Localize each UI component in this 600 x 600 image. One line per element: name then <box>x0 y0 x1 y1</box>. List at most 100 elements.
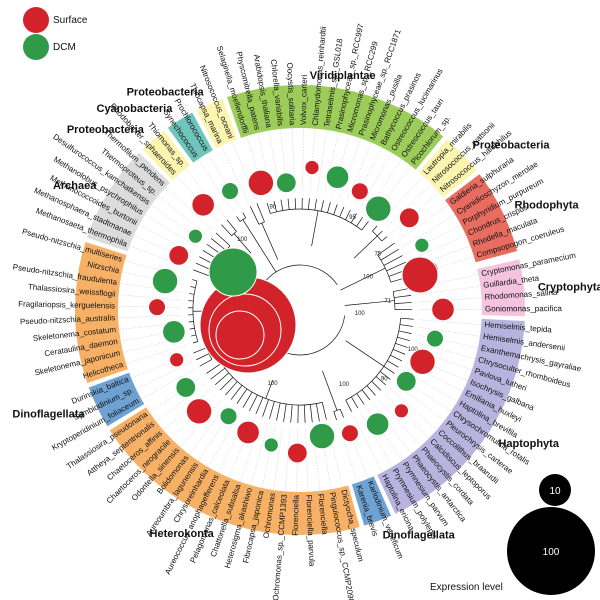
tree-branch <box>345 209 351 220</box>
tree-branch <box>283 403 287 422</box>
expression-bubble <box>148 298 166 316</box>
sector-band <box>75 242 128 384</box>
tree-branch <box>322 370 338 411</box>
tip-guide-line <box>405 224 461 254</box>
tree-branch <box>339 206 345 218</box>
clade-label: Dinoflagellata <box>383 529 456 541</box>
sector-band <box>418 139 477 198</box>
expression-bubble <box>431 297 455 322</box>
tree-branch <box>290 404 293 423</box>
tip-label: Florenciella <box>291 494 301 536</box>
color-legend: Surface DCM <box>23 7 88 60</box>
clade-label: Heterokonta <box>150 528 215 540</box>
sector-band <box>477 259 525 317</box>
sector-band <box>377 318 525 514</box>
tip-guide-line <box>390 388 438 431</box>
tree-branch <box>221 224 232 236</box>
legend-label-dcm: DCM <box>53 42 76 53</box>
tip-label: Pseudo-nitzschia_australis <box>20 313 115 326</box>
tree-branch <box>215 372 230 386</box>
expression-bubble <box>304 160 320 175</box>
tree-branch <box>345 399 352 412</box>
sector-band <box>109 407 360 535</box>
bootstrap-label: 100 <box>355 311 366 317</box>
tree-branch-arc <box>333 408 341 412</box>
tree-branch-arc <box>192 280 199 342</box>
tip-label: Goniomonas_pacifica <box>485 304 563 313</box>
expression-bubble <box>394 403 409 419</box>
tree-branch <box>366 385 376 396</box>
clade-label: Haptophyta <box>498 438 559 450</box>
tip-guide-line <box>118 315 181 319</box>
clade-label: Archaea <box>53 180 97 192</box>
expression-bubble <box>186 398 213 425</box>
bootstrap-label: 100 <box>237 237 248 243</box>
tree-branch <box>393 287 410 292</box>
tree-branch <box>193 269 212 277</box>
clade-label: Cryptophyta <box>538 281 600 293</box>
tree-branch <box>376 230 383 237</box>
legend-swatch-surface <box>23 7 49 33</box>
tree-branch <box>380 248 399 261</box>
bootstrap-label: 100 <box>339 382 350 388</box>
tree-branch <box>308 198 310 210</box>
tip-guide-line <box>221 145 249 202</box>
sector-band <box>167 112 213 163</box>
sector-band <box>445 174 518 263</box>
tree-branch <box>206 363 222 374</box>
tip-guide-line <box>309 128 316 191</box>
tree-branch <box>321 402 327 420</box>
tip-label: Florenciella_parvula <box>304 495 316 567</box>
tree-branch <box>372 225 378 232</box>
tree-branch <box>189 327 195 330</box>
tree-branch <box>273 200 277 212</box>
expression-bubble <box>396 371 417 392</box>
tree-branch-arc <box>258 221 265 225</box>
tree-branch <box>242 212 247 218</box>
size-legend-circle-small <box>539 474 571 506</box>
tree-branch <box>381 236 388 242</box>
clade-label: Cyanobacteria <box>97 103 174 115</box>
tree-branch <box>339 409 344 418</box>
tree-branch-arc <box>270 208 362 231</box>
tree-branch <box>353 235 378 259</box>
bootstrap-label: 100 <box>363 274 374 280</box>
guide-lines <box>118 128 482 492</box>
tip-guide-line <box>135 361 192 389</box>
expression-bubble <box>215 310 265 360</box>
tree-branch <box>191 334 197 337</box>
sector-band <box>142 130 191 181</box>
tree-branch <box>327 202 331 213</box>
tree-branch <box>193 347 207 354</box>
tree-branch <box>261 222 279 260</box>
expression-bubble <box>247 169 274 196</box>
tree-branch <box>226 219 237 232</box>
clade-label: Proteobacteria <box>67 124 145 136</box>
tree-branch <box>242 219 277 273</box>
expression-bubble <box>169 352 185 368</box>
legend-label-surface: Surface <box>53 15 88 26</box>
tree-branch <box>356 393 365 405</box>
expression-bubble <box>236 420 260 445</box>
tip-guide-line <box>346 142 372 200</box>
tip-guide-line <box>418 327 481 337</box>
tree-branch <box>377 242 395 256</box>
clade-label: Viridiplantae <box>310 70 376 82</box>
tree-branch <box>242 391 253 408</box>
tree-branch <box>199 359 213 367</box>
tree-branch <box>249 206 260 225</box>
expression-bubble <box>276 172 297 193</box>
tree-branch <box>345 340 385 367</box>
tree-branch <box>383 365 395 374</box>
tree-branch <box>303 404 306 423</box>
tip-guide-line <box>419 319 482 325</box>
expression-bubble <box>263 437 279 453</box>
tree-branch <box>361 389 371 401</box>
bootstrap-label: 71 <box>384 298 391 304</box>
tree-branch <box>276 402 281 421</box>
bootstrap-label: 100 <box>268 381 279 387</box>
tip-guide-line <box>419 297 482 303</box>
tip-guide-line <box>409 234 466 261</box>
tree-branch <box>255 397 264 415</box>
